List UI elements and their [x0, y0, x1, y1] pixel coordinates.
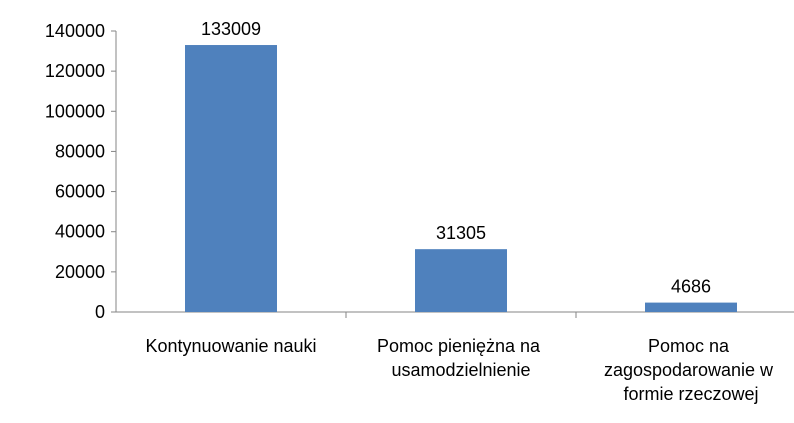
y-tick-label: 40000: [55, 222, 105, 242]
y-tick-label: 60000: [55, 182, 105, 202]
y-tick-label: 140000: [45, 21, 105, 41]
y-tick-label: 100000: [45, 101, 105, 121]
y-tick-label: 0: [95, 302, 105, 322]
value-label: 31305: [436, 223, 486, 243]
value-label: 133009: [201, 19, 261, 39]
x-tick-label: Kontynuowanie nauki: [145, 336, 316, 356]
y-tick-label: 80000: [55, 141, 105, 161]
x-tick-label: Pomoc na zagospodarowanie w formie rzecz…: [604, 336, 778, 404]
bar: [415, 249, 507, 312]
value-label: 4686: [671, 277, 711, 297]
bar: [645, 302, 737, 312]
bar: [185, 45, 277, 313]
y-tick-label: 20000: [55, 262, 105, 282]
x-tick-label: Pomoc pieniężna na usamodzielnienie: [377, 336, 545, 380]
y-tick-label: 120000: [45, 61, 105, 81]
